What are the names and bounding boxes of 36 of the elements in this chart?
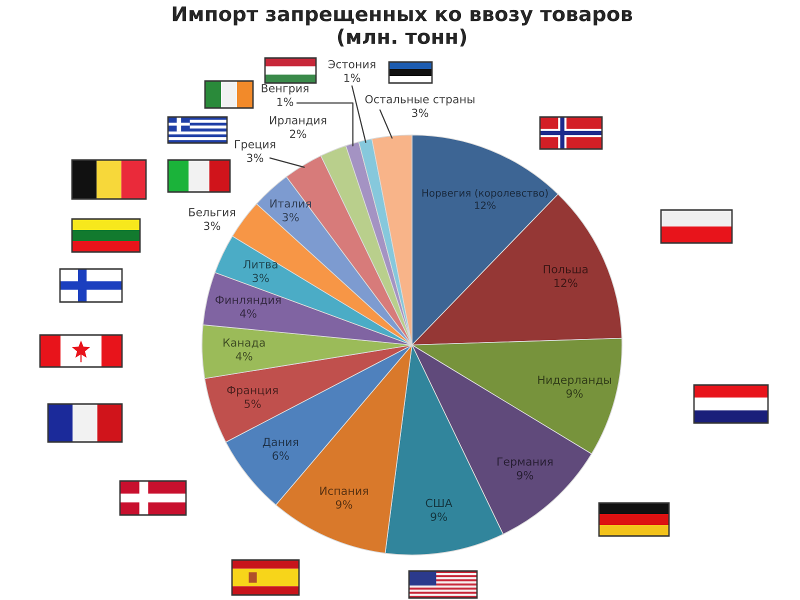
data-label: 3% (282, 212, 299, 222)
slice-label: Литва (243, 260, 278, 268)
data-label: 3% (252, 274, 269, 282)
data-label: 2% (290, 130, 306, 138)
slice-label: Канада (224, 338, 265, 348)
data-label: 1% (277, 98, 294, 106)
slice-label: Остальные страны (365, 94, 474, 106)
slice-label: Франция (227, 386, 278, 396)
data-label: 9% (430, 512, 448, 521)
data-label: 4% (240, 309, 256, 318)
data-label: 6% (272, 451, 289, 460)
data-label: 5% (244, 400, 261, 408)
slice-label: США (426, 498, 452, 508)
slice-label: Финляндия (216, 296, 281, 306)
slice-label: Греция (235, 140, 276, 151)
slice-label: Бельгия (189, 208, 235, 216)
slice-label: Испания (320, 486, 368, 495)
data-label: 3% (247, 154, 264, 162)
slice-label: Германия (498, 457, 553, 468)
slice-label: Венгрия (262, 84, 308, 95)
data-label: 1% (344, 74, 360, 82)
data-label: 3% (412, 108, 428, 118)
data-label: 9% (336, 500, 352, 509)
slice-label: Норвегия (королевство) (422, 189, 548, 199)
data-label: 9% (516, 471, 534, 480)
slice-label: Нидерланды (538, 376, 611, 386)
slice-label: Ирландия (270, 116, 326, 127)
data-label: 9% (566, 389, 583, 398)
slice-label: Польша (544, 265, 588, 274)
slice-label: Эстония (328, 60, 376, 68)
data-label: 3% (204, 222, 220, 230)
slice-label: Дания (262, 438, 298, 448)
data-label: 12% (474, 202, 496, 210)
data-label: 4% (236, 352, 252, 360)
data-label: 12% (554, 278, 578, 288)
chart-title: Импорт запрещенных ко ввозу товаров (млн. тонн) (172, 6, 632, 47)
